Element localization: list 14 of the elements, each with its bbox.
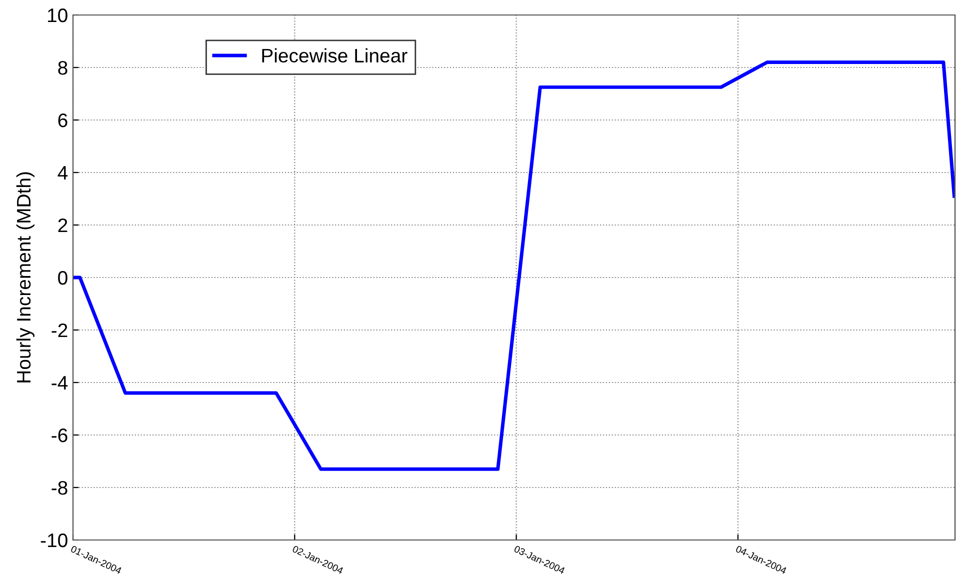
line-series [73, 60, 955, 471]
y-tick-label: 4 [58, 166, 68, 180]
y-tick-label: -2 [52, 323, 68, 338]
y-tick-label: -4 [52, 376, 68, 390]
legend-label: Piecewise Linear [262, 48, 408, 63]
y-tick-label: 8 [58, 60, 68, 75]
y-tick-label: 0 [58, 270, 68, 285]
y-tick-label: -10 [40, 533, 68, 548]
y-tick-label: 10 [48, 8, 68, 22]
y-tick-label: 2 [58, 218, 68, 232]
y-axis-title: Hourly Increment (MDth) [16, 172, 34, 382]
y-tick-label: -8 [52, 480, 68, 495]
y-tick-label: 6 [58, 113, 68, 128]
y-tick-label: -6 [52, 428, 68, 442]
